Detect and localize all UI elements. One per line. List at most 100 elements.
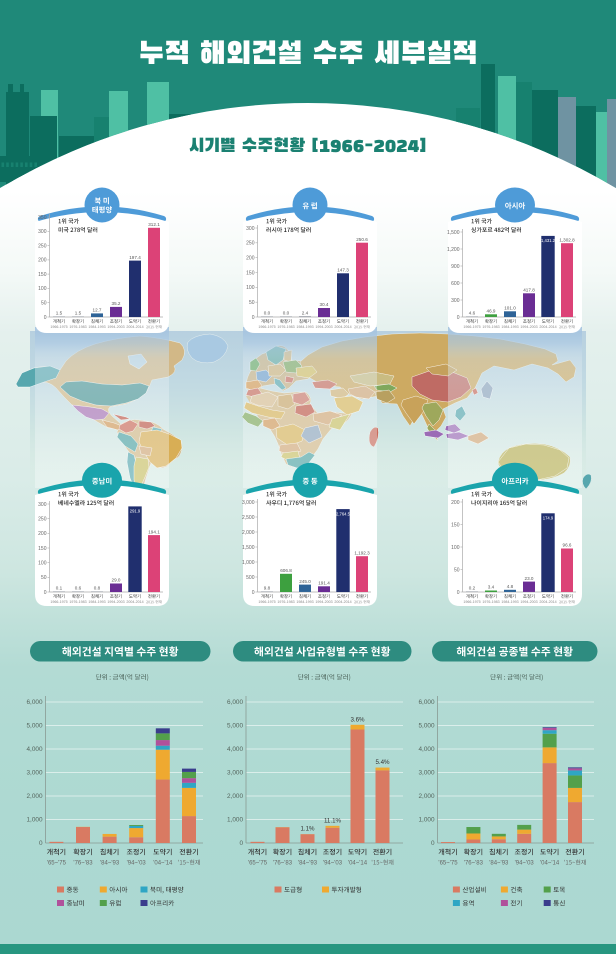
svg-text:0.2: 0.2: [469, 586, 476, 591]
svg-text:0: 0: [252, 590, 255, 596]
svg-text:0: 0: [239, 840, 243, 847]
svg-text:5.4%: 5.4%: [375, 759, 390, 766]
svg-text:1994-2003: 1994-2003: [520, 325, 537, 329]
svg-text:0.1: 0.1: [56, 586, 63, 591]
svg-text:2004-2014: 2004-2014: [334, 600, 351, 604]
svg-text:50: 50: [41, 575, 47, 581]
svg-text:6,000: 6,000: [419, 699, 435, 706]
svg-text:250: 250: [246, 241, 255, 247]
svg-text:50: 50: [41, 301, 47, 307]
svg-text:'04~'14: '04~'14: [348, 861, 368, 867]
svg-text:46.9: 46.9: [487, 309, 496, 314]
svg-text:1976-1983: 1976-1983: [277, 600, 294, 604]
svg-text:1,000: 1,000: [419, 817, 435, 824]
svg-text:2004-2014: 2004-2014: [334, 325, 351, 329]
svg-text:1,431.2: 1,431.2: [541, 238, 556, 243]
svg-text:1976-1983: 1976-1983: [69, 600, 86, 604]
svg-text:600: 600: [451, 281, 460, 287]
svg-text:1976-1983: 1976-1983: [482, 325, 499, 329]
svg-text:4,000: 4,000: [419, 746, 435, 753]
svg-text:0: 0: [457, 315, 460, 321]
svg-text:0: 0: [44, 590, 47, 596]
svg-text:'65~'75: '65~'75: [248, 861, 268, 867]
svg-text:200: 200: [38, 531, 47, 537]
svg-text:5,000: 5,000: [227, 723, 243, 730]
svg-text:1984-1993: 1984-1993: [501, 325, 518, 329]
svg-text:2,000: 2,000: [27, 793, 43, 800]
svg-text:2,500: 2,500: [242, 515, 255, 521]
svg-text:100: 100: [38, 286, 47, 292]
svg-text:1976-1983: 1976-1983: [69, 325, 86, 329]
svg-text:2,764.5: 2,764.5: [336, 511, 351, 516]
svg-text:2004-2014: 2004-2014: [539, 600, 556, 604]
svg-text:5,000: 5,000: [419, 723, 435, 730]
svg-text:50: 50: [454, 567, 460, 573]
svg-text:174.9: 174.9: [543, 516, 554, 521]
svg-text:1,000: 1,000: [227, 817, 243, 824]
svg-text:194.1: 194.1: [148, 529, 160, 534]
svg-text:'76~'83: '76~'83: [464, 861, 484, 867]
svg-text:0: 0: [431, 840, 435, 847]
svg-text:1966-1975: 1966-1975: [463, 600, 480, 604]
svg-text:2,000: 2,000: [419, 793, 435, 800]
svg-text:150: 150: [246, 270, 255, 276]
svg-text:'76~'83: '76~'83: [273, 861, 293, 867]
svg-text:35.2: 35.2: [112, 301, 121, 306]
svg-text:1,302.8: 1,302.8: [559, 237, 575, 242]
svg-text:1994-2003: 1994-2003: [107, 325, 124, 329]
svg-text:291.9: 291.9: [130, 509, 141, 514]
svg-text:200: 200: [451, 500, 460, 506]
svg-text:1.5: 1.5: [75, 311, 82, 316]
svg-text:9.8: 9.8: [264, 586, 271, 591]
svg-text:4.8: 4.8: [507, 584, 514, 589]
svg-text:0: 0: [39, 840, 43, 847]
svg-text:'65~'75: '65~'75: [47, 861, 67, 867]
svg-text:200: 200: [38, 258, 47, 264]
svg-text:2,000: 2,000: [242, 530, 255, 536]
svg-text:200: 200: [246, 256, 255, 262]
svg-text:350: 350: [38, 215, 47, 221]
svg-text:1,200: 1,200: [447, 247, 460, 253]
svg-text:1984-1993: 1984-1993: [88, 325, 105, 329]
svg-text:245.0: 245.0: [299, 579, 311, 584]
svg-text:1994-2003: 1994-2003: [107, 600, 124, 604]
svg-text:300: 300: [451, 298, 460, 304]
svg-text:1966-1975: 1966-1975: [463, 325, 480, 329]
svg-text:3.6%: 3.6%: [350, 716, 365, 723]
svg-text:'76~'83: '76~'83: [73, 861, 93, 867]
svg-text:29.0: 29.0: [112, 578, 121, 583]
svg-text:250.6: 250.6: [356, 237, 368, 242]
svg-text:1.1%: 1.1%: [300, 826, 315, 833]
svg-text:417.8: 417.8: [523, 288, 535, 293]
svg-text:'84~'93: '84~'93: [298, 861, 318, 867]
svg-text:150: 150: [451, 522, 460, 528]
svg-text:1,500: 1,500: [447, 230, 460, 236]
svg-text:1966-1975: 1966-1975: [50, 325, 67, 329]
svg-text:900: 900: [451, 264, 460, 270]
svg-text:5,000: 5,000: [27, 723, 43, 730]
svg-text:1984-1993: 1984-1993: [296, 600, 313, 604]
svg-text:1966-1975: 1966-1975: [258, 600, 275, 604]
svg-text:'04~'14: '04~'14: [153, 861, 173, 867]
svg-text:3,000: 3,000: [227, 770, 243, 777]
svg-text:100: 100: [246, 285, 255, 291]
svg-text:2004-2014: 2004-2014: [539, 325, 556, 329]
svg-text:500: 500: [246, 575, 255, 581]
svg-text:0: 0: [457, 590, 460, 596]
svg-text:4.6: 4.6: [469, 311, 476, 316]
svg-text:312.1: 312.1: [148, 222, 160, 227]
svg-text:3,000: 3,000: [27, 770, 43, 777]
svg-text:1984-1993: 1984-1993: [296, 325, 313, 329]
svg-text:197.4: 197.4: [129, 255, 141, 260]
svg-text:2.4: 2.4: [302, 311, 309, 316]
svg-text:1,192.3: 1,192.3: [354, 550, 370, 555]
svg-text:250: 250: [38, 517, 47, 523]
svg-text:0.0: 0.0: [264, 311, 271, 316]
svg-text:1994-2003: 1994-2003: [520, 600, 537, 604]
svg-text:0.0: 0.0: [283, 311, 290, 316]
svg-text:2,000: 2,000: [227, 793, 243, 800]
svg-text:1966-1975: 1966-1975: [258, 325, 275, 329]
svg-text:4,000: 4,000: [27, 746, 43, 753]
svg-text:4,000: 4,000: [227, 746, 243, 753]
svg-text:6,000: 6,000: [227, 699, 243, 706]
